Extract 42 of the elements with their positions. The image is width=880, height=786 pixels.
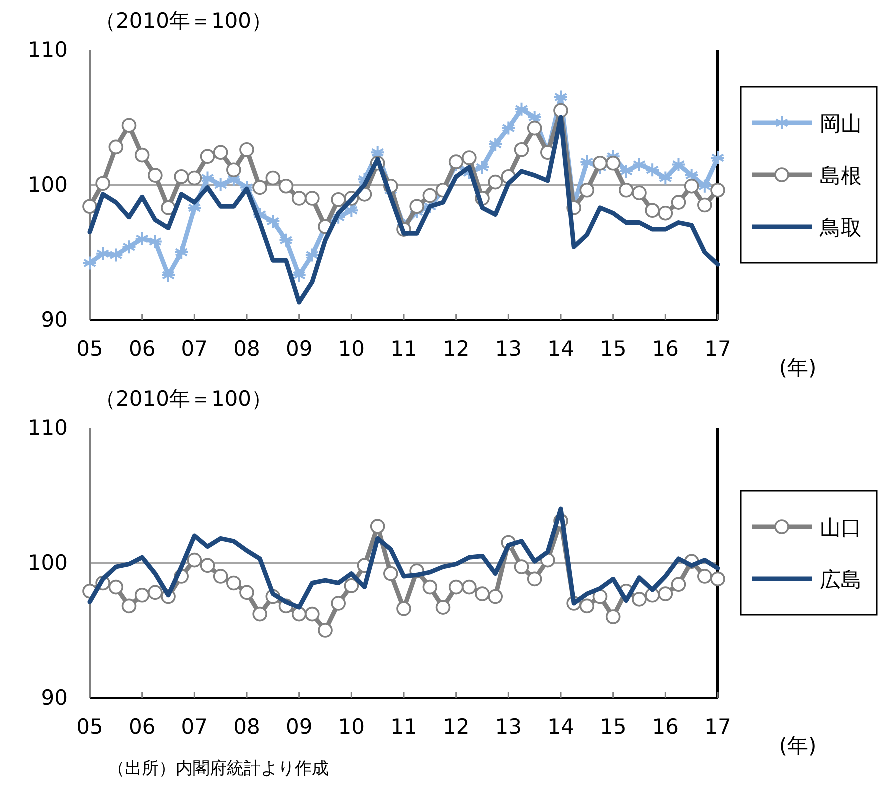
x-tick-label: 12 xyxy=(442,715,470,739)
y-tick-label: 110 xyxy=(28,416,68,440)
x-tick-label: 13 xyxy=(495,337,522,361)
text: （出所）内閣府統計より作成 xyxy=(108,759,329,779)
x-tick-label: 15 xyxy=(600,715,627,739)
legend-label: 岡山 xyxy=(820,112,862,136)
x-tick-label: 13 xyxy=(495,715,522,739)
x-tick-label: 15 xyxy=(600,337,627,361)
y-axis-title: （2010年＝100） xyxy=(95,387,273,411)
x-tick-label: 16 xyxy=(652,715,680,739)
x-tick-label: 10 xyxy=(338,715,366,739)
y-tick-label: 100 xyxy=(28,173,68,197)
x-tick-label: 11 xyxy=(390,715,418,739)
x-tick-label: 17 xyxy=(704,337,732,361)
x-tick-label: 14 xyxy=(548,715,574,739)
x-tick-label: 14 xyxy=(548,337,574,361)
x-tick-label: 09 xyxy=(286,715,313,739)
x-axis-title: (年) xyxy=(779,734,817,758)
legend-label: 広島 xyxy=(820,568,862,592)
legend-label: 島根 xyxy=(820,164,862,188)
x-tick-label: 08 xyxy=(234,337,260,361)
y-tick-label: 90 xyxy=(41,686,68,710)
y-axis-title: （2010年＝100） xyxy=(95,9,273,33)
x-tick-label: 10 xyxy=(338,337,366,361)
y-tick-label: 110 xyxy=(28,38,68,62)
x-tick-label: 06 xyxy=(128,715,156,739)
x-tick-label: 09 xyxy=(286,337,313,361)
x-tick-label: 07 xyxy=(181,715,208,739)
x-tick-label: 05 xyxy=(76,337,104,361)
y-tick-label: 100 xyxy=(28,551,68,575)
x-tick-label: 06 xyxy=(128,337,156,361)
x-axis-title: (年) xyxy=(779,356,817,380)
y-tick-label: 90 xyxy=(41,308,68,332)
legend-label: 鳥取 xyxy=(819,216,862,240)
x-tick-label: 08 xyxy=(234,715,260,739)
legend-label: 山口 xyxy=(820,516,862,540)
x-tick-label: 17 xyxy=(704,715,732,739)
x-tick-label: 12 xyxy=(442,337,470,361)
x-tick-label: 05 xyxy=(76,715,104,739)
x-tick-label: 11 xyxy=(390,337,418,361)
x-tick-label: 16 xyxy=(652,337,680,361)
x-tick-label: 07 xyxy=(181,337,208,361)
